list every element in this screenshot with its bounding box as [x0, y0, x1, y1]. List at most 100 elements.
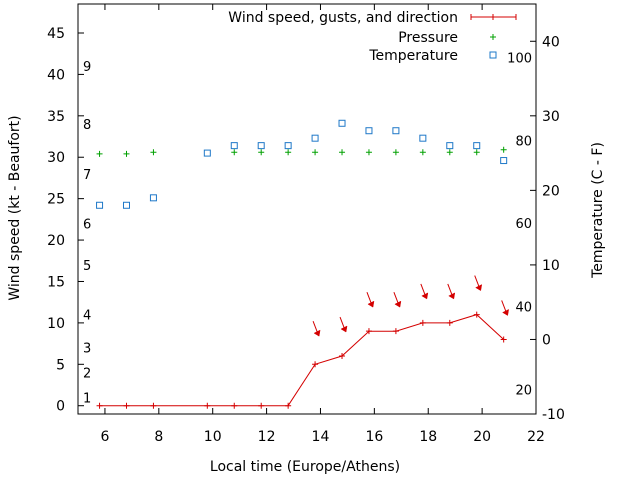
- x-tick-label: 16: [365, 429, 383, 445]
- wind-direction-arrowhead: [313, 329, 321, 337]
- x-tick-label: 12: [258, 429, 276, 445]
- fahrenheit-label: 80: [515, 134, 532, 149]
- wind-direction-arrowhead: [475, 284, 483, 292]
- wind-speed-point: [365, 328, 372, 335]
- y2-tick-label: 40: [542, 34, 560, 50]
- pressure-point: [500, 146, 507, 153]
- pressure-point: [123, 150, 130, 157]
- fahrenheit-label: 20: [515, 383, 532, 398]
- y-tick-label: 35: [47, 109, 65, 125]
- y-tick-label: 0: [56, 399, 65, 415]
- beaufort-label: 1: [83, 391, 91, 406]
- legend-label: Pressure: [398, 30, 458, 46]
- beaufort-labels: 1 2 3 4 5 6 7 8 9: [83, 60, 91, 406]
- wind-speed-point: [150, 402, 157, 409]
- pressure-point: [285, 149, 292, 156]
- fahrenheit-label: 60: [515, 217, 532, 232]
- wind-speed-line: [99, 314, 505, 407]
- pressure-point: [258, 149, 265, 156]
- series-layer: [96, 14, 509, 409]
- x-axis-ticks: 6 8 10 12 14 16 18 20 22: [100, 4, 545, 445]
- wind-speed-point: [392, 328, 399, 335]
- wind-speed-point: [473, 311, 480, 318]
- wind-speed-point: [123, 402, 130, 409]
- temperature-point: [419, 134, 427, 142]
- x-tick-label: 22: [527, 429, 545, 445]
- fahrenheit-labels: 20 40 60 80 100: [507, 52, 532, 399]
- pressure-point: [312, 149, 319, 156]
- temperature-point: [338, 119, 346, 127]
- temperature-point: [149, 194, 157, 202]
- beaufort-label: 3: [83, 342, 91, 357]
- beaufort-label: 5: [83, 259, 91, 274]
- temperature-point: [500, 157, 508, 165]
- y2-tick-label: 30: [542, 109, 560, 125]
- temperature-point: [446, 142, 454, 150]
- temperature-point: [203, 149, 211, 157]
- y2-tick-label: -10: [542, 407, 565, 423]
- wind-speed-point: [312, 361, 319, 368]
- pressure-point: [419, 149, 426, 156]
- temperature-point: [257, 142, 265, 150]
- y-tick-label: 25: [47, 192, 65, 208]
- legend: Wind speed, gusts, and direction Pressure…: [228, 10, 517, 64]
- y-tick-label: 30: [47, 150, 65, 166]
- wind-speed-point: [231, 402, 238, 409]
- legend-marker: [490, 34, 496, 40]
- wind-direction-arrowhead: [448, 292, 456, 300]
- y2-tick-label: 0: [542, 332, 551, 348]
- wind-direction-arrowhead: [367, 300, 375, 308]
- beaufort-label: 6: [83, 217, 91, 232]
- wind-direction-arrowhead: [340, 325, 348, 333]
- y-tick-label: 40: [47, 67, 65, 83]
- y-axis-title: Wind speed (kt - Beaufort): [7, 115, 23, 300]
- x-tick-label: 20: [473, 429, 491, 445]
- legend-label: Temperature: [368, 48, 458, 64]
- pressure-point: [473, 149, 480, 156]
- legend-label: Wind speed, gusts, and direction: [228, 10, 458, 26]
- y-tick-label: 15: [47, 274, 65, 290]
- beaufort-label: 8: [83, 118, 91, 133]
- pressure-point: [446, 149, 453, 156]
- x-axis-title: Local time (Europe/Athens): [210, 459, 400, 475]
- pressure-point: [339, 149, 346, 156]
- temperature-point: [284, 142, 292, 150]
- beaufort-label: 2: [83, 367, 91, 382]
- beaufort-label: 4: [83, 309, 91, 324]
- x-tick-label: 18: [419, 429, 437, 445]
- wind-direction-arrowhead: [421, 292, 429, 300]
- pressure-point: [365, 149, 372, 156]
- right-axis-ticks: -10 0 10 20 30 40: [530, 34, 565, 423]
- pressure-point: [392, 149, 399, 156]
- left-axis-ticks: 0 5 10 15 20 25 30 35 40 45: [47, 26, 84, 415]
- y-tick-label: 20: [47, 233, 65, 249]
- fahrenheit-label: 100: [507, 52, 532, 67]
- temperature-point: [122, 201, 130, 209]
- pressure-point: [96, 150, 103, 157]
- temperature-point: [311, 134, 319, 142]
- x-tick-label: 14: [312, 429, 330, 445]
- y-tick-label: 10: [47, 316, 65, 332]
- wind-speed-point: [446, 319, 453, 326]
- legend-marker: [489, 51, 497, 59]
- temperature-point: [392, 127, 400, 135]
- wind-speed-point: [204, 402, 211, 409]
- wind-speed-point: [258, 402, 265, 409]
- temperature-point: [473, 142, 481, 150]
- beaufort-label: 7: [83, 168, 91, 183]
- wind-speed-point: [96, 402, 103, 409]
- y2-tick-label: 10: [542, 258, 560, 274]
- x-tick-label: 10: [204, 429, 222, 445]
- y-tick-label: 45: [47, 26, 65, 42]
- y-tick-label: 5: [56, 357, 65, 373]
- fahrenheit-label: 40: [515, 301, 532, 316]
- wind-speed-point: [419, 319, 426, 326]
- y2-tick-label: 20: [542, 183, 560, 199]
- pressure-point: [231, 149, 238, 156]
- beaufort-label: 9: [83, 60, 91, 75]
- wind-speed-point: [285, 402, 292, 409]
- wind-speed-point: [500, 336, 507, 343]
- pressure-point: [150, 149, 157, 156]
- wind-direction-arrowhead: [394, 300, 402, 308]
